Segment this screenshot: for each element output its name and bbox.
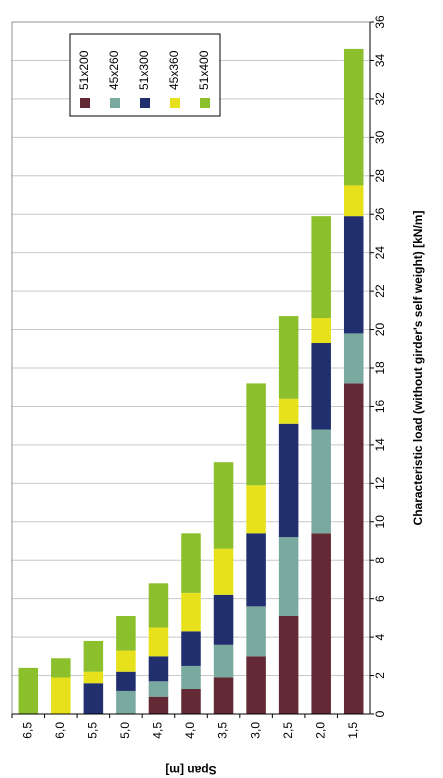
value-tick-label: 30 (373, 130, 387, 144)
bar-segment (213, 677, 234, 714)
legend-swatch (140, 98, 150, 108)
bar-segment (116, 615, 136, 651)
bar-segment (278, 615, 299, 714)
bars (18, 48, 364, 714)
bar-segment (181, 665, 201, 690)
bar-segment (246, 606, 266, 657)
value-tick-label: 20 (373, 323, 387, 337)
bar-segment (311, 429, 331, 534)
value-tick-label: 10 (373, 515, 387, 529)
category-tick-label: 1,5 (346, 722, 360, 739)
value-tick-label: 4 (373, 633, 387, 640)
bar-segment (246, 383, 266, 486)
bar-segment (181, 631, 201, 666)
bar-segment (148, 656, 169, 682)
legend-swatch (80, 98, 90, 108)
bar-segment (278, 316, 299, 399)
value-tick-label: 0 (373, 710, 387, 717)
category-tick-label: 5,5 (86, 722, 100, 739)
legend-label: 51x300 (137, 50, 151, 90)
category-tick-label: 3,0 (248, 722, 262, 739)
category-tick-label: 4,5 (151, 722, 165, 739)
bar-segment (311, 343, 331, 430)
category-tick-label: 5,0 (118, 722, 132, 739)
value-tick-label: 14 (373, 438, 387, 452)
legend-label: 45x360 (167, 50, 181, 90)
bar-segment (148, 696, 169, 714)
legend-label: 51x200 (77, 50, 91, 90)
y-axis-title: Characteristic load (without girder's se… (411, 211, 425, 526)
bar-segment (278, 423, 299, 538)
bar-segment (213, 644, 234, 678)
bar-segment (246, 533, 266, 607)
legend: 51x200 45x260 51x300 45x360 51x400 (69, 33, 221, 117)
bar-segment (83, 671, 104, 684)
bar-segment (213, 548, 234, 595)
bar-segment (116, 671, 136, 691)
category-tick-label: 6,0 (53, 722, 67, 739)
bar-segment (51, 677, 71, 714)
bar-segment (18, 667, 39, 714)
bar-segment (311, 533, 331, 714)
bar-segment (213, 462, 234, 549)
value-tick-label: 32 (373, 92, 387, 106)
bar-segment (116, 690, 136, 714)
axes (11, 21, 374, 718)
value-tick-label: 36 (373, 15, 387, 29)
value-tick-label: 26 (373, 207, 387, 221)
bar-segment (213, 594, 234, 645)
value-tick-label: 18 (373, 361, 387, 375)
legend-swatch (200, 98, 210, 108)
bar-segment (343, 383, 364, 714)
value-tick-label: 24 (373, 246, 387, 260)
bar-segment (246, 485, 266, 534)
bar-segment (278, 398, 299, 424)
legend-label: 51x400 (197, 50, 211, 90)
bar-segment (116, 650, 136, 672)
value-tick-label: 28 (373, 169, 387, 183)
bar-segment (181, 689, 201, 714)
value-tick-label: 12 (373, 476, 387, 490)
bar-segment (148, 627, 169, 657)
category-tick-label: 4,0 (183, 722, 197, 739)
bar-segment (181, 533, 201, 593)
bar-segment (83, 640, 104, 672)
bar-segment (343, 333, 364, 384)
x-axis-title: Span [m] (165, 763, 216, 777)
value-tick-label: 8 (373, 557, 387, 564)
value-tick-label: 6 (373, 595, 387, 602)
bar-segment (343, 48, 364, 186)
category-tick-label: 6,5 (20, 722, 34, 739)
value-tick-label: 22 (373, 284, 387, 298)
bar-segment (246, 656, 266, 714)
bar-segment (181, 592, 201, 632)
value-tick-label: 34 (373, 53, 387, 67)
bar-segment (148, 681, 169, 697)
bar-segment (83, 683, 104, 714)
bar-segment (278, 537, 299, 616)
bar-segment (343, 185, 364, 217)
bar-segment (311, 318, 331, 344)
bar-segment (148, 583, 169, 628)
bar-segment (343, 216, 364, 334)
legend-swatch (110, 98, 120, 108)
value-tick-label: 16 (373, 399, 387, 413)
category-tick-label: 2,5 (281, 722, 295, 739)
legend-label: 45x260 (107, 50, 121, 90)
category-tick-labels: 6,5 6,0 5,5 5,0 4,5 4,0 3,5 3,0 2,5 2,0 1,5 (20, 722, 359, 739)
category-tick-label: 2,0 (313, 722, 327, 739)
legend-swatch (170, 98, 180, 108)
bar-segment (51, 658, 71, 678)
value-tick-label: 2 (373, 672, 387, 679)
bar-segment (311, 216, 331, 319)
category-tick-label: 3,5 (216, 722, 230, 739)
